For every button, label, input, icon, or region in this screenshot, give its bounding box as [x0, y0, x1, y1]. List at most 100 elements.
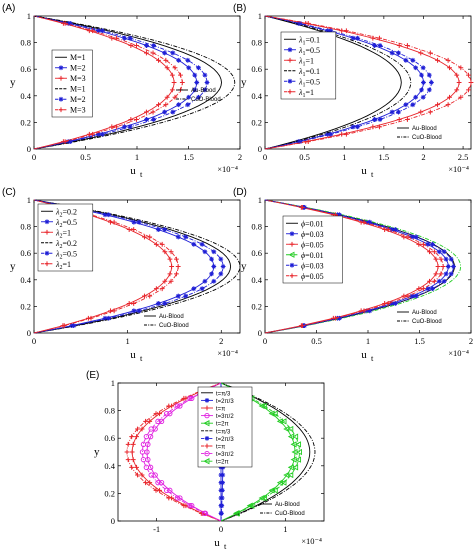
data-point	[95, 28, 101, 34]
data-point	[147, 418, 153, 424]
data-point	[147, 480, 153, 486]
series-line	[264, 199, 462, 334]
chart-panel-3: (C)0 1 200.20.40.60.81u ty×10⁻⁴λ2=0.2λ2=0.5…	[2, 187, 241, 363]
data-point	[155, 480, 161, 486]
data-point	[287, 425, 294, 433]
data-point	[142, 234, 147, 240]
legend: ϕ=0.01ϕ=0.03ϕ=0.05ϕ=0.01ϕ=0.03ϕ=0.05	[282, 215, 343, 284]
y-tick-label: 0.8	[104, 406, 115, 416]
legend-label: M=1	[70, 84, 86, 93]
data-point	[292, 433, 299, 440]
data-point	[276, 418, 283, 425]
data-point	[169, 72, 175, 78]
data-point	[427, 109, 433, 115]
legend-marker	[287, 89, 293, 95]
series-line	[264, 15, 412, 150]
legend-box	[51, 49, 93, 118]
x-tick-label: 1	[135, 152, 139, 162]
data-point	[218, 256, 224, 262]
data-point	[420, 94, 426, 100]
data-point	[147, 234, 153, 240]
x-tick-label: 0	[263, 152, 267, 162]
data-point	[443, 271, 449, 277]
data-point	[114, 124, 119, 130]
legend-label: ϕ=0.01	[301, 219, 324, 228]
data-point	[144, 109, 149, 115]
legend-label: t=3π/2	[216, 452, 234, 458]
y-tick-label: 1	[27, 195, 31, 205]
legend-au-blood: Au-Blood	[159, 314, 184, 320]
y-tick-label: 0.6	[251, 248, 262, 258]
x-tick-label: 0.5	[80, 152, 91, 162]
data-point	[135, 472, 140, 478]
data-point	[140, 441, 147, 447]
series-cuo-blood-4	[264, 15, 412, 150]
data-point	[219, 487, 225, 493]
data-point	[372, 117, 377, 122]
legend-label: t=π/3	[216, 429, 231, 435]
data-point	[95, 131, 101, 137]
legend-label: t=2π/3	[216, 399, 234, 405]
series-cuo-blood-5	[33, 15, 210, 150]
data-point	[392, 301, 398, 306]
data-point	[428, 80, 434, 85]
legend-marker	[289, 273, 295, 279]
legend-label: λ1=0.5	[298, 46, 320, 57]
data-point	[142, 293, 147, 299]
chart-panel-4: (D) 0 0.5 1 1.5 2 0 0.2 0.4 0.6 0.8 1 u t y ×10⁻⁴ ϕ=0.01…	[233, 187, 473, 363]
data-point	[67, 139, 73, 145]
data-point	[418, 50, 424, 56]
data-point	[305, 139, 311, 145]
data-point	[431, 278, 437, 284]
data-point	[396, 109, 401, 115]
data-point	[328, 28, 334, 34]
data-point	[385, 227, 391, 232]
data-point	[144, 117, 149, 122]
data-point	[421, 80, 426, 85]
data-point	[292, 464, 299, 471]
chart-panel-1: (A)0 0.5 1 1.5 200.20.40.60.81u ty×10⁻⁴M=1M=2…	[2, 3, 242, 179]
data-point	[90, 28, 95, 34]
series-line	[220, 382, 300, 522]
x-tick-label: 1.5	[414, 336, 425, 346]
data-point	[403, 57, 409, 63]
legend-label: t=2π	[216, 422, 229, 428]
data-point	[325, 131, 331, 137]
data-point	[416, 286, 422, 292]
legend-label: ϕ=0.05	[301, 240, 324, 249]
legend-marker	[204, 405, 210, 411]
series-line	[33, 199, 232, 334]
data-point	[134, 43, 139, 48]
legend-label: M=2	[70, 63, 86, 72]
data-point	[131, 301, 137, 306]
data-point	[337, 315, 342, 321]
series-cuo-blood-4	[264, 199, 462, 334]
legend: M=1M=2M=3M=1M=2M=3	[51, 49, 93, 118]
legend-marker	[204, 412, 210, 419]
data-point	[419, 72, 424, 78]
data-point	[305, 20, 311, 26]
legend-label: λ2=0.5	[55, 249, 77, 260]
legend-material: Au-Blood CuO-Blood	[176, 88, 221, 103]
y-tick-label: 0.8	[20, 222, 31, 232]
data-point	[219, 510, 224, 516]
x-tick-label: 1	[126, 336, 130, 346]
data-point	[413, 65, 419, 71]
legend-label: ϕ=0.05	[301, 272, 324, 281]
series-au-blood-1	[33, 15, 222, 150]
data-point	[413, 234, 419, 240]
legend-label: λ1=1	[298, 56, 314, 67]
legend-label: ϕ=0.03	[301, 230, 324, 239]
data-point	[202, 278, 208, 284]
data-point	[202, 72, 208, 78]
data-point	[276, 479, 283, 486]
x-tick-label: 0	[32, 152, 36, 162]
legend-box	[37, 203, 94, 272]
data-point	[178, 72, 183, 78]
x-axis-label-sub: t	[140, 169, 143, 179]
data-point	[67, 20, 73, 26]
x-tick-label: 2	[238, 152, 242, 162]
data-point	[99, 28, 105, 34]
data-point	[438, 271, 444, 277]
x-tick-label: -1	[153, 524, 160, 534]
